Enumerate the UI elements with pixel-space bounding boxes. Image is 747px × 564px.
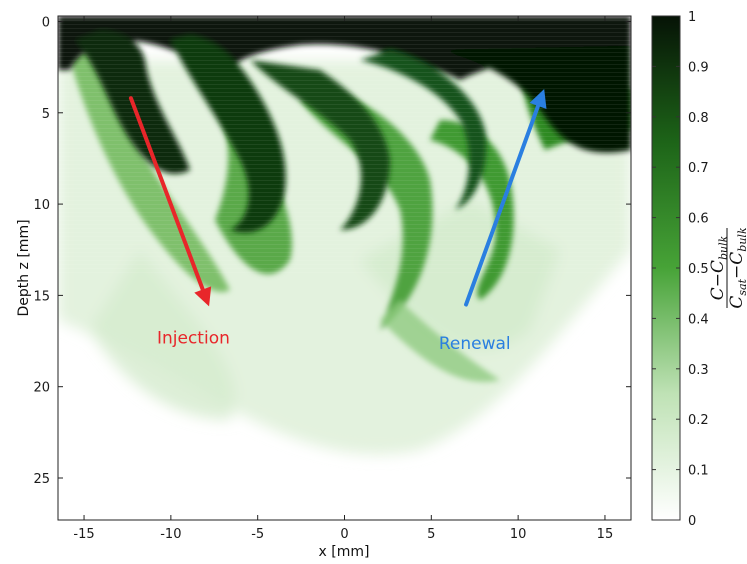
injection-arrow-head [194, 286, 212, 307]
concentration-field [58, 16, 631, 520]
y-tick-label: 15 [33, 289, 50, 304]
x-tick-label: -10 [160, 527, 181, 542]
annotations: Injection Renewal [128, 89, 547, 354]
colorbar-tick-label: 0.4 [688, 312, 709, 327]
colorbar-tick-label: 0.8 [688, 111, 709, 126]
colorbar-tick-label: 0 [688, 514, 696, 529]
colorbar-tick-label: 0.7 [688, 161, 709, 176]
y-tick-label: 25 [33, 472, 50, 487]
colorbar-label-denominator: Csat−Cbulk [727, 227, 747, 309]
y-axis-label: Depth z [mm] [16, 219, 32, 316]
colorbar-tick-label: 0.5 [688, 262, 709, 277]
colorbar-tick-label: 0.3 [688, 363, 709, 378]
injection-label: Injection [157, 328, 230, 348]
injection-arrow-shaft [128, 96, 205, 292]
x-tick-label: -5 [251, 527, 264, 542]
y-tick-label: 20 [33, 381, 50, 396]
colorbar-ticks: 0 0.1 0.2 0.3 0.4 0.5 0.6 0.7 0.8 0.9 1 [652, 10, 709, 529]
colorbar-label: C−Cbulk Csat−Cbulk [708, 227, 747, 309]
colorbar [651, 15, 681, 521]
x-axis-label: x [mm] [319, 544, 370, 560]
x-tick-label: 10 [510, 527, 527, 542]
renewal-label: Renewal [439, 334, 511, 354]
colorbar-tick-label: 0.9 [688, 60, 709, 75]
renewal-arrow-head [529, 89, 547, 110]
y-tick-label: 10 [33, 198, 50, 213]
colorbar-tick-label: 0.6 [688, 212, 709, 227]
colorbar-tick-label: 1 [688, 10, 696, 25]
x-axis: -15 -10 -5 0 5 10 15 [73, 16, 613, 542]
x-tick-label: 0 [340, 527, 348, 542]
colorbar-tick-label: 0.2 [688, 413, 709, 428]
y-axis: 0 5 10 15 20 25 [33, 15, 631, 487]
renewal-arrow-shaft [464, 103, 541, 307]
x-tick-label: 5 [427, 527, 435, 542]
colorbar-tick-label: 0.1 [688, 464, 709, 479]
x-tick-label: -15 [73, 527, 94, 542]
y-tick-label: 5 [42, 107, 50, 122]
x-tick-label: 15 [597, 527, 614, 542]
y-tick-label: 0 [42, 15, 50, 30]
